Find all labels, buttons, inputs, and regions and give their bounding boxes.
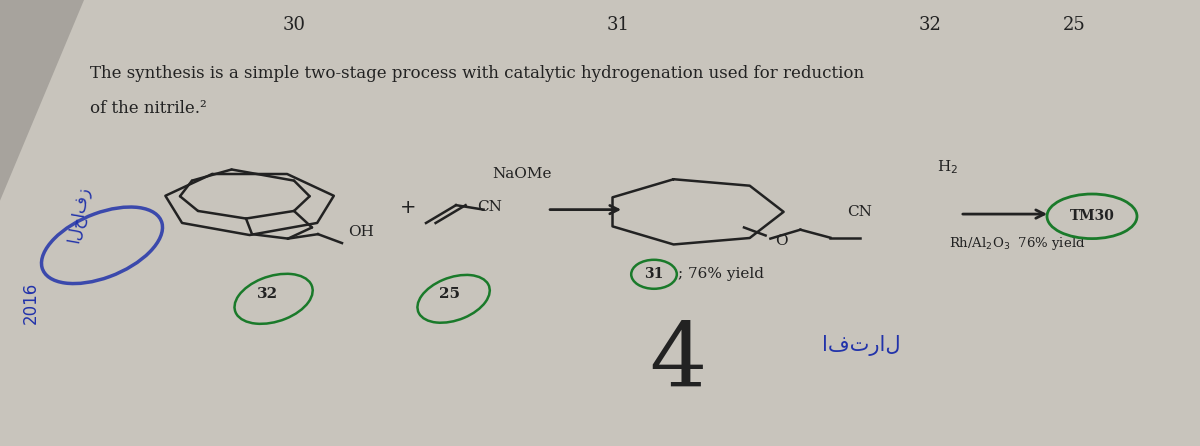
Text: 31: 31 (606, 16, 630, 33)
Text: CN: CN (847, 205, 872, 219)
Text: TM30: TM30 (1069, 209, 1115, 223)
Polygon shape (0, 0, 84, 201)
Text: CN: CN (478, 200, 503, 215)
Text: افترال: افترال (822, 335, 901, 356)
Text: 4: 4 (649, 318, 707, 406)
Text: 31: 31 (644, 267, 664, 281)
Text: الحافز: الحافز (64, 184, 92, 244)
Text: 30: 30 (282, 16, 306, 33)
Text: OH: OH (348, 225, 374, 239)
Text: Rh/Al$_2$O$_3$  76% yield: Rh/Al$_2$O$_3$ 76% yield (949, 235, 1086, 252)
Text: of the nitrile.²: of the nitrile.² (90, 100, 206, 117)
Text: H$_2$: H$_2$ (937, 158, 959, 176)
Text: 2016: 2016 (22, 282, 41, 324)
Text: ; 76% yield: ; 76% yield (678, 267, 764, 281)
Text: 32: 32 (918, 16, 942, 33)
Text: 25: 25 (1063, 16, 1085, 33)
Text: 32: 32 (257, 287, 278, 301)
Text: O: O (775, 234, 787, 248)
Text: 25: 25 (439, 287, 461, 301)
Text: NaOMe: NaOMe (492, 167, 552, 181)
Text: The synthesis is a simple two-stage process with catalytic hydrogenation used fo: The synthesis is a simple two-stage proc… (90, 65, 864, 82)
Text: +: + (400, 198, 416, 217)
